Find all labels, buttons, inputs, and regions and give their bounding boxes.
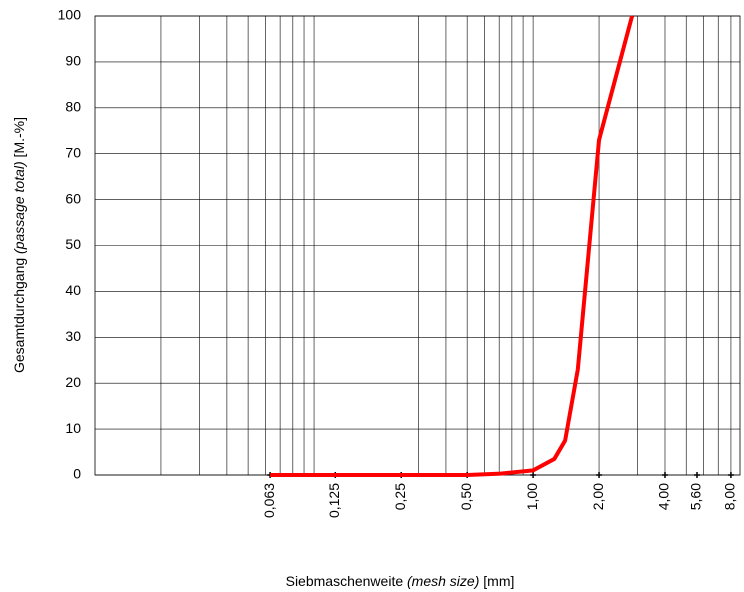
y-tick-label: 40 bbox=[65, 282, 81, 298]
y-tick-label: 50 bbox=[65, 236, 81, 252]
x-tick-label: 0,25 bbox=[392, 483, 408, 510]
y-tick-label: 0 bbox=[73, 466, 81, 482]
y-tick-label: 90 bbox=[65, 53, 81, 69]
x-tick-mark bbox=[530, 472, 537, 478]
x-tick-label: 2,00 bbox=[590, 483, 606, 510]
y-tick-label: 100 bbox=[58, 7, 82, 23]
x-tick-label: 1,00 bbox=[524, 483, 540, 510]
x-tick-label: 8,00 bbox=[722, 483, 738, 510]
x-tick-label: 0,063 bbox=[261, 483, 277, 518]
y-tick-label: 20 bbox=[65, 374, 81, 390]
y-tick-label: 30 bbox=[65, 328, 81, 344]
y-tick-label: 10 bbox=[65, 420, 81, 436]
x-tick-label: 0,50 bbox=[458, 483, 474, 510]
y-tick-label: 80 bbox=[65, 99, 81, 115]
data-line bbox=[270, 15, 635, 477]
x-tick-mark bbox=[727, 472, 734, 478]
x-tick-label: 0,125 bbox=[326, 483, 342, 518]
x-tick-mark bbox=[661, 472, 668, 478]
y-tick-label: 60 bbox=[65, 190, 81, 206]
x-tick-label: 5,60 bbox=[688, 483, 704, 510]
y-axis-label: Gesamtdurchgang (passage total) [M.-%] bbox=[11, 117, 27, 373]
x-axis-label: Siebmaschenweite (mesh size) [mm] bbox=[286, 573, 515, 589]
x-tick-label: 4,00 bbox=[656, 483, 672, 510]
y-tick-label: 70 bbox=[65, 144, 81, 160]
x-tick-mark bbox=[694, 472, 701, 478]
x-tick-mark bbox=[596, 472, 603, 478]
